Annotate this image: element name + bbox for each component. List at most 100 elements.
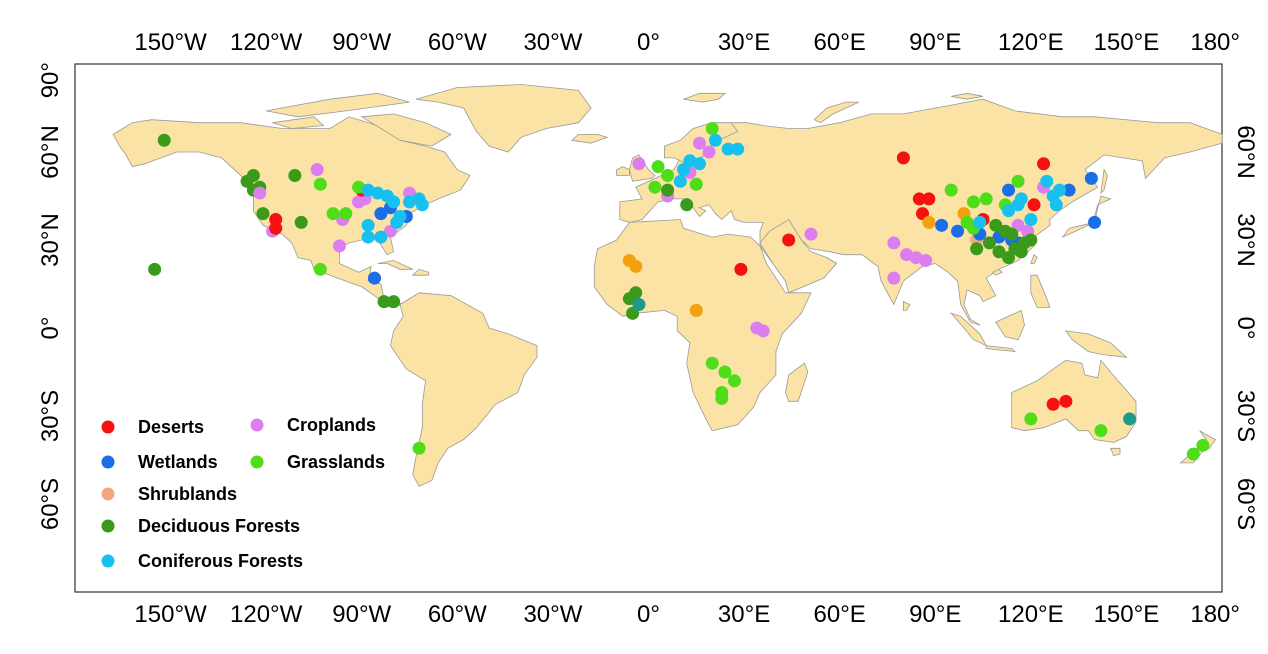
site-marker-deciduous — [246, 168, 260, 182]
site-marker-grasslands — [651, 160, 665, 174]
legend-label-wetlands: Wetlands — [138, 452, 218, 472]
site-marker-wetlands — [1088, 215, 1102, 229]
site-marker-grasslands — [661, 168, 675, 182]
site-marker-coniferous — [1049, 198, 1063, 212]
site-marker-grasslands — [339, 207, 353, 221]
land-greenland — [415, 84, 592, 153]
lon-tick-label-bottom: 150°W — [134, 601, 207, 628]
site-marker-grasslands — [979, 192, 993, 206]
site-marker-coniferous — [390, 215, 404, 229]
lon-tick-label-top: 120°W — [230, 29, 303, 56]
lon-tick-label-bottom: 120°W — [230, 601, 303, 628]
legend-label-croplands: Croplands — [287, 415, 376, 435]
lon-tick-label-top: 0° — [637, 29, 660, 56]
land-arabia-fill — [759, 218, 838, 294]
site-marker-coniferous — [415, 198, 429, 212]
site-marker-wetlands — [367, 271, 381, 285]
lon-tick-label-bottom: 180° — [1190, 601, 1240, 628]
land-taiwan — [1030, 254, 1038, 264]
site-marker-grasslands — [689, 177, 703, 191]
site-marker-grasslands — [1186, 447, 1200, 461]
land-cuba — [377, 260, 413, 270]
lon-tick-label-bottom: 60°E — [814, 601, 866, 628]
lat-tick-label-right: 60°S — [1232, 478, 1259, 530]
land-victoria — [272, 116, 325, 129]
lon-tick-label-top: 150°W — [134, 29, 207, 56]
site-marker-deserts — [922, 192, 936, 206]
site-marker-coniferous — [973, 215, 987, 229]
site-marker-coniferous — [1053, 183, 1067, 197]
legend-swatch-wetlands — [101, 455, 115, 469]
site-marker-deserts — [782, 233, 796, 247]
site-marker-deciduous — [1024, 233, 1038, 247]
site-markers — [148, 122, 1210, 461]
land-ireland — [616, 166, 630, 176]
land-africa — [593, 219, 812, 432]
longitude-labels-bottom: 150°W 120°W 90°W 60°W 30°W 0° 30°E 60°E 90°E 120°… — [134, 601, 1240, 628]
site-marker-croplands — [804, 227, 818, 241]
site-marker-croplands — [632, 157, 646, 171]
legend-swatch-croplands — [250, 418, 264, 432]
site-marker-croplands — [887, 236, 901, 250]
site-marker-savanna — [629, 259, 643, 273]
site-marker-coniferous — [673, 174, 687, 188]
land-nz-north — [1199, 430, 1217, 449]
site-marker-coniferous — [374, 230, 388, 244]
site-marker-grasslands — [718, 365, 732, 379]
site-marker-croplands — [332, 239, 346, 253]
site-marker-grasslands — [1094, 424, 1108, 438]
site-marker-croplands — [887, 271, 901, 285]
land-japan — [1061, 195, 1112, 239]
site-marker-grasslands — [648, 180, 662, 194]
site-marker-savanna — [922, 215, 936, 229]
site-marker-coniferous — [708, 133, 722, 147]
lat-tick-label-left: 30°S — [37, 390, 64, 442]
land-borneo — [995, 309, 1025, 341]
site-marker-coniferous — [361, 230, 375, 244]
site-marker-deciduous — [982, 236, 996, 250]
site-marker-grasslands — [705, 122, 719, 136]
land-arctic-islands — [266, 92, 410, 118]
site-marker-wetlands — [935, 218, 949, 232]
site-marker-croplands — [692, 136, 706, 150]
land-iceland — [571, 134, 609, 144]
legend-label-grasslands: Grasslands — [287, 452, 385, 472]
site-marker-croplands — [310, 163, 324, 177]
lon-tick-label-bottom: 30°W — [523, 601, 582, 628]
site-marker-deserts — [896, 151, 910, 165]
site-marker-croplands — [702, 145, 716, 159]
land-sakhalin — [1100, 168, 1108, 195]
site-marker-deciduous — [294, 215, 308, 229]
land-hainan — [991, 268, 1003, 276]
site-marker-deciduous — [661, 183, 675, 197]
latitude-labels-left: 90° 60°N 30°N 0° 30°S 60°S — [37, 62, 64, 530]
longitude-labels-top: 150°W 120°W 90°W 60°W 30°W 0° 30°E 60°E 90°E 120°… — [134, 29, 1240, 56]
site-marker-grasslands — [1024, 412, 1038, 426]
land-hispaniola — [411, 268, 430, 276]
site-marker-deciduous — [1005, 227, 1019, 241]
lat-tick-label-left: 30°N — [37, 213, 64, 267]
site-marker-grasslands — [1011, 174, 1025, 188]
site-marker-grasslands — [313, 177, 327, 191]
land-madagascar — [785, 362, 809, 402]
site-marker-deserts — [734, 262, 748, 276]
land-svalbard — [683, 92, 727, 103]
site-marker-deserts — [269, 221, 283, 235]
lon-tick-label-bottom: 30°E — [718, 601, 770, 628]
land-java — [985, 345, 1017, 353]
site-marker-grasslands — [944, 183, 958, 197]
lon-tick-label-bottom: 60°W — [428, 601, 487, 628]
site-marker-grasslands — [715, 391, 729, 405]
legend-swatch-shrublands — [101, 487, 115, 501]
lat-tick-label-right: 30°N — [1232, 213, 1259, 267]
site-marker-coniferous — [387, 195, 401, 209]
legend-label-deserts: Deserts — [138, 417, 204, 437]
site-marker-deciduous — [387, 295, 401, 309]
site-marker-deciduous — [680, 198, 694, 212]
lon-tick-label-top: 30°E — [718, 29, 770, 56]
site-marker-grasslands — [313, 262, 327, 276]
legend-label-deciduous: Deciduous Forests — [138, 516, 300, 536]
land-tasmania — [1109, 447, 1121, 457]
legend-label-shrublands: Shrublands — [138, 484, 237, 504]
